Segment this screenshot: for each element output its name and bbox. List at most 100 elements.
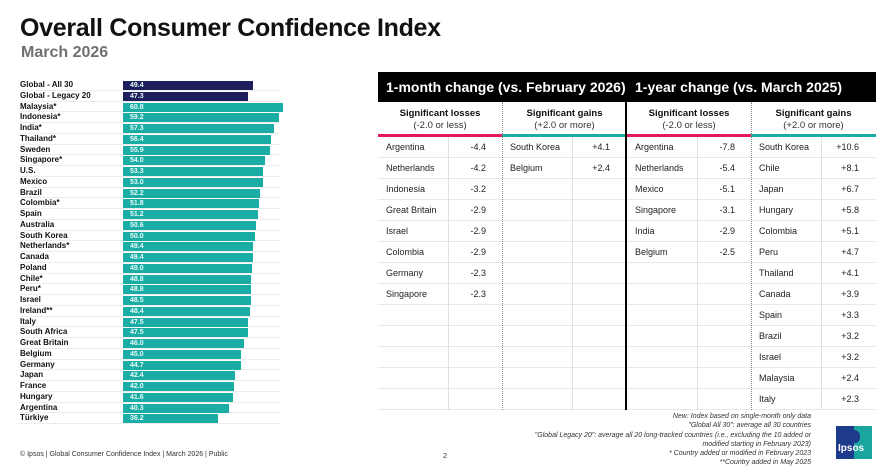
bar-category-label: South Africa (20, 327, 68, 337)
change-value: +2.3 (841, 394, 859, 404)
page-title: Overall Consumer Confidence Index (20, 14, 441, 42)
table-row (627, 326, 751, 347)
country-name: Netherlands (635, 163, 684, 173)
bar-row: South Korea 50.0 (20, 231, 280, 242)
bar-value-label: 54.0 (130, 157, 144, 165)
bar-category-label: Brazil (20, 187, 42, 197)
table-row: Indonesia -3.2 (378, 179, 502, 200)
country-name: Indonesia (386, 184, 426, 194)
bar-category-label: Ireland** (20, 305, 53, 315)
country-name: Brazil (759, 331, 782, 341)
change-value: +3.3 (841, 310, 859, 320)
bar-value-label: 59.2 (130, 114, 144, 122)
country-name: Malaysia (759, 373, 795, 383)
bar-category-label: Italy (20, 316, 37, 326)
footnote-line: New: Index based on single-month only da… (672, 413, 811, 420)
table-row (627, 305, 751, 326)
year-losses-table: Argentina -7.8 Netherlands -5.4 Mexico -5.1 Si… (627, 137, 751, 410)
year-losses-sub: (-2.0 or less) (662, 120, 716, 131)
table-row (502, 305, 627, 326)
footnote-line: modified starting in February 2023) (702, 440, 811, 448)
table-row (627, 284, 751, 305)
bar: 49.4 (123, 81, 253, 90)
bar-row: Global - All 30 49.4 (20, 80, 280, 91)
country-name: Mexico (635, 184, 664, 194)
bar: 54.0 (123, 156, 266, 166)
bar-value-label: 42.0 (130, 383, 144, 390)
country-name: Spain (759, 310, 783, 320)
month-gains-label: Significant gains (526, 108, 603, 119)
bar-value-label: 41.6 (130, 393, 144, 401)
year-gains-table: South Korea +10.6 Chile +8.1 Japan +6.7 Hungar… (751, 137, 876, 410)
bar: 49.4 (123, 253, 253, 262)
table-row: Hungary +5.8 (751, 200, 876, 221)
bar: 59.2 (123, 113, 279, 123)
change-value: -2.9 (470, 226, 486, 236)
bar-row: Sweden 55.9 (20, 145, 280, 156)
table-row (502, 221, 627, 242)
country-name: Singapore (635, 205, 677, 215)
page-number: 2 (443, 451, 448, 460)
table-row: Belgium -2.5 (627, 242, 751, 263)
country-name: Colombia (386, 247, 425, 257)
bar-row: Great Britain 46.0 (20, 338, 280, 349)
bar: 49.0 (123, 263, 252, 273)
bar-value-label: 47.3 (130, 92, 144, 100)
bar: 46.0 (123, 339, 245, 348)
bar-row: Peru* 48.8 (20, 284, 280, 295)
table-row (502, 263, 627, 284)
table-row (627, 389, 751, 410)
logo-head-icon (848, 430, 860, 443)
table-row: Chile +8.1 (751, 158, 876, 179)
bar-row: France 42.0 (20, 381, 280, 392)
year-gains-header: Significant gains (+2.0 or more) (751, 102, 876, 137)
bar-row: Global - Legacy 20 47.3 (20, 91, 280, 102)
country-name: Colombia (759, 226, 798, 236)
bar: 53.0 (123, 177, 263, 187)
change-value: +5.1 (841, 226, 859, 236)
bar-value-label: 56.4 (130, 135, 144, 143)
table-row (502, 347, 627, 368)
bar-value-label: 46.0 (130, 340, 144, 347)
bar-value-label: 52.2 (130, 189, 144, 197)
bar-row: South Africa 47.5 (20, 327, 280, 338)
month-losses-header: Significant losses (-2.0 or less) (378, 102, 502, 137)
bar-value-label: 49.4 (130, 254, 144, 261)
table-row: Argentina -4.4 (378, 137, 502, 158)
table-row: Italy +2.3 (751, 389, 876, 410)
bar-value-label: 51.8 (130, 200, 144, 208)
bar-row: Canada 49.4 (20, 252, 280, 263)
bar-row: Indonesia* 59.2 (20, 112, 280, 123)
bar-value-label: 49.0 (130, 264, 144, 272)
change-value: -2.3 (470, 268, 486, 278)
table-row (502, 368, 627, 389)
bar-category-label: Global - All 30 (20, 80, 74, 89)
bar-value-label: 45.0 (130, 350, 144, 358)
bar-category-label: Colombia* (20, 198, 60, 208)
bar-category-label: Hungary (20, 391, 53, 401)
table-row: Netherlands -5.4 (627, 158, 751, 179)
bar: 51.8 (123, 199, 260, 209)
table-row: South Korea +4.1 (502, 137, 627, 158)
country-name: Israel (386, 226, 409, 236)
table-row: Mexico -5.1 (627, 179, 751, 200)
month-losses-label: Significant losses (399, 108, 481, 119)
bar-row: Italy 47.5 (20, 317, 280, 328)
bar-category-label: France (20, 381, 47, 390)
bar-row: Singapore* 54.0 (20, 155, 280, 166)
bar-category-label: Sweden (20, 144, 51, 154)
table-row: Singapore -2.3 (378, 284, 502, 305)
bar-value-label: 47.5 (130, 318, 144, 326)
bar-category-label: U.S. (20, 166, 36, 175)
change-value: +3.2 (841, 352, 859, 362)
table-row (378, 368, 502, 389)
bar-category-label: Australia (20, 219, 55, 229)
table-row: Singapore -3.1 (627, 200, 751, 221)
bar-value-label: 57.3 (130, 125, 144, 132)
month-table-title: 1-month change (vs. February 2026) (378, 72, 626, 102)
footnote-line: "Global All 30": average all 30 countrie… (688, 422, 811, 430)
bar: 52.2 (123, 188, 261, 198)
bar-row: Japan 42.4 (20, 370, 280, 381)
bar-value-label: 44.7 (130, 361, 144, 369)
bar: 41.6 (123, 392, 233, 402)
